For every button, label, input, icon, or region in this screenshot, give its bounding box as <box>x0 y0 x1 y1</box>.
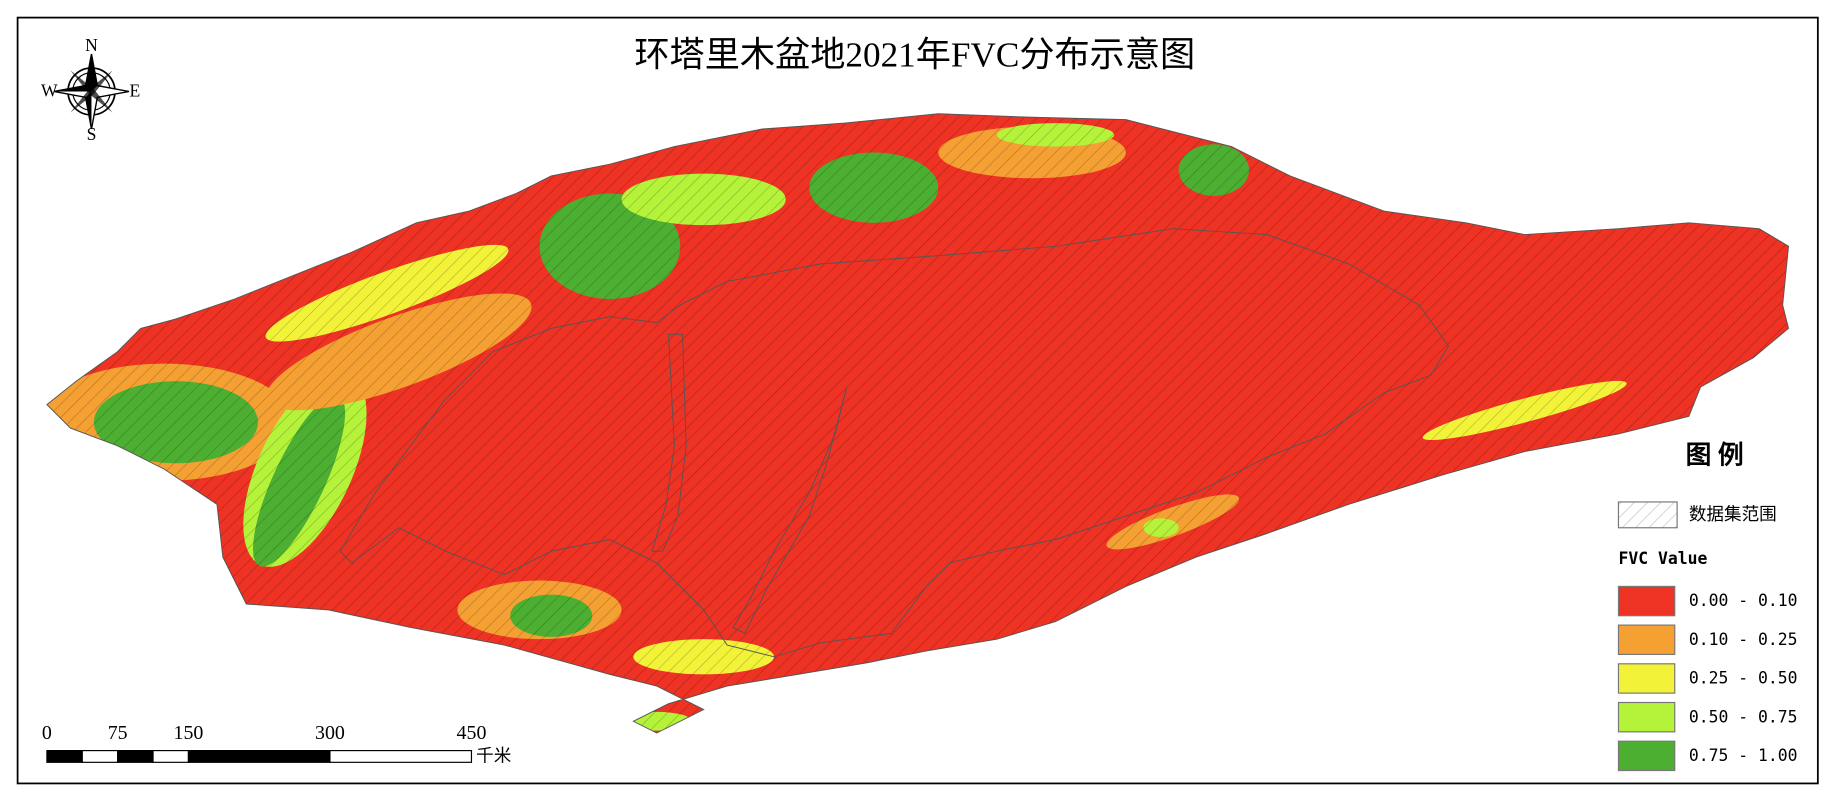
scale-tick-label: 450 <box>457 722 487 744</box>
extent-hatch <box>46 113 1789 734</box>
legend-title: 图 例 <box>1686 440 1744 469</box>
border <box>16 16 1819 785</box>
scale-segment <box>117 750 154 763</box>
legend-swatch <box>1617 740 1676 772</box>
legend-label: 0.75 - 1.00 <box>1689 746 1798 765</box>
scale-segment <box>187 750 331 763</box>
legend: 图 例 数据集范围 FVC Value 0.00 - 0.10 0.10 - 0.… <box>1617 440 1798 772</box>
map-title: 环塔里木盆地2021年FVC分布示意图 <box>634 36 1195 75</box>
legend-label: 0.25 - 0.50 <box>1689 669 1798 688</box>
extent-label: 数据集范围 <box>1689 504 1777 524</box>
map-frame: 环塔里木盆地2021年FVC分布示意图 N S E W 0 75 150 300 450… <box>16 16 1819 785</box>
scale-segment <box>81 750 119 763</box>
compass: N S E W <box>41 35 140 144</box>
legend-swatch <box>1617 701 1676 733</box>
legend-swatch <box>1617 585 1676 617</box>
scale-segment <box>152 750 190 763</box>
compass-e: E <box>129 81 140 101</box>
scale-segment <box>329 750 473 763</box>
scale-tick-label: 300 <box>315 722 345 744</box>
scale-segment <box>46 750 83 763</box>
fvc-raster <box>46 113 1789 734</box>
scale-unit: 千米 <box>476 746 512 766</box>
scale-tick-label: 75 <box>108 722 128 744</box>
scale-tick-label: 0 <box>42 722 52 744</box>
legend-label: 0.10 - 0.25 <box>1689 630 1798 649</box>
compass-n: N <box>85 35 98 55</box>
compass-s: S <box>87 124 97 144</box>
extent-swatch <box>1617 501 1678 529</box>
legend-swatch <box>1617 624 1676 656</box>
compass-w: W <box>41 81 58 101</box>
field-label: FVC Value <box>1618 549 1707 568</box>
legend-label: 0.00 - 0.10 <box>1689 591 1798 610</box>
scale-tick-label: 150 <box>173 722 203 744</box>
legend-label: 0.50 - 0.75 <box>1689 707 1798 726</box>
scale-bar: 0 75 150 300 450 <box>42 722 487 763</box>
legend-swatch <box>1617 663 1676 694</box>
